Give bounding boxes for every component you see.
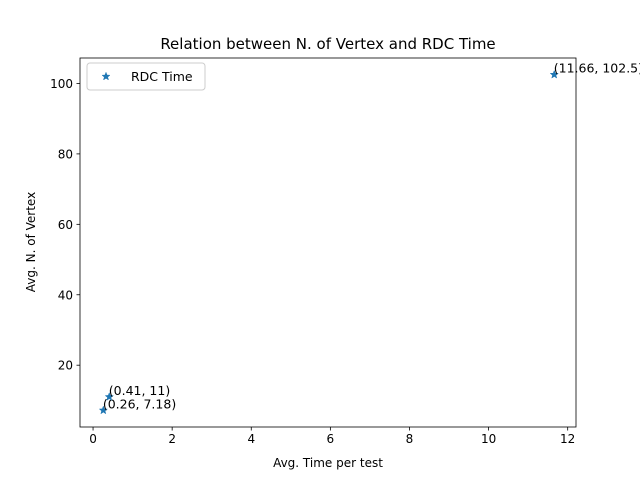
x-tick-label: 0 xyxy=(89,432,97,446)
y-axis-label: Avg. N. of Vertex xyxy=(24,192,38,292)
data-point xyxy=(98,405,108,415)
x-tick-label: 2 xyxy=(168,432,176,446)
axes-frame xyxy=(79,57,577,428)
y-tick-label: 100 xyxy=(50,77,73,91)
data-point-annotation: (0.26, 7.18) xyxy=(103,396,176,411)
y-tick-label: 20 xyxy=(58,359,73,373)
legend-star-marker-icon xyxy=(101,71,111,81)
legend-box xyxy=(86,62,206,91)
plot-area: 0 2 4 6 8 10 12 20 40 60 80 100 (0.26, 7.18)(0.41, 1… xyxy=(50,57,640,446)
legend-star-marker xyxy=(101,71,111,81)
x-tick-label: 12 xyxy=(560,432,575,446)
x-axis-label: Avg. Time per test xyxy=(273,456,383,470)
x-tick-label: 4 xyxy=(247,432,255,446)
x-tick-label: 8 xyxy=(406,432,414,446)
y-tick-label: 80 xyxy=(58,147,73,161)
y-tick-label: 40 xyxy=(58,288,73,302)
y-tick-label: 60 xyxy=(58,218,73,232)
data-point xyxy=(104,391,114,401)
data-point-annotation: (11.66, 102.5) xyxy=(554,61,640,76)
data-point-annotation: (0.41, 11) xyxy=(109,383,170,398)
legend-label: RDC Time xyxy=(131,69,193,84)
x-tick-label: 10 xyxy=(481,432,496,446)
data-point xyxy=(549,69,559,79)
x-tick-label: 6 xyxy=(327,432,335,446)
legend: RDC Time xyxy=(86,62,206,91)
chart-title: Relation between N. of Vertex and RDC Ti… xyxy=(160,35,495,53)
